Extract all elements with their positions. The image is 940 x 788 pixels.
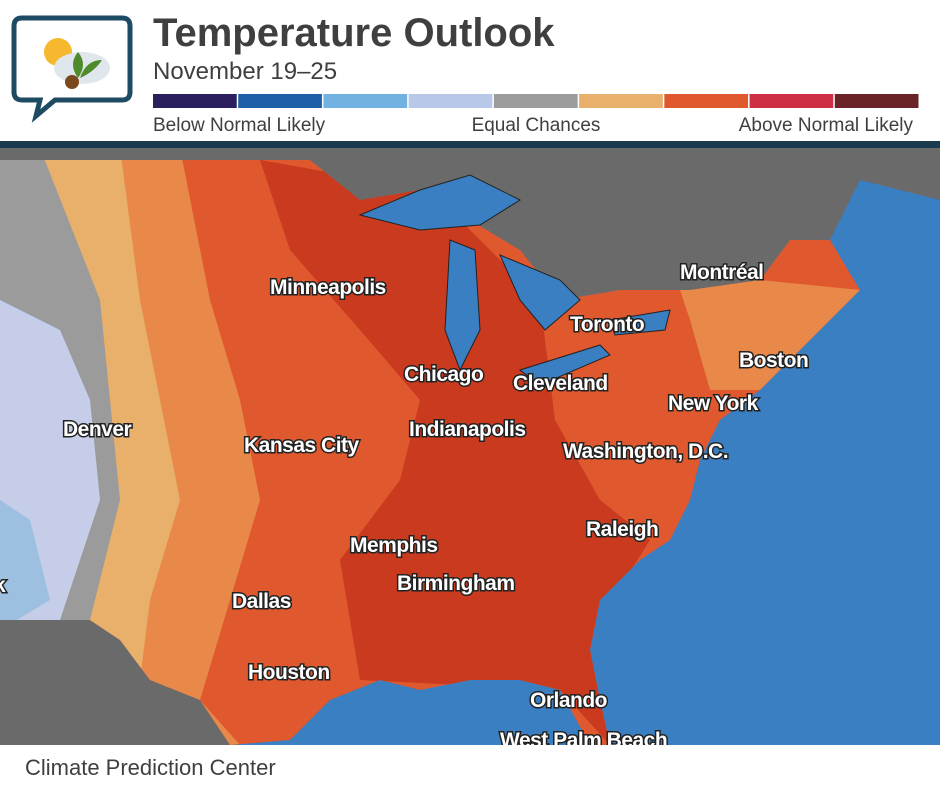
legend-swatch (323, 94, 408, 108)
legend-swatch (408, 94, 493, 108)
city-label: Cleveland (513, 372, 608, 395)
city-label: Denver (63, 418, 132, 441)
legend-label: Above Normal Likely (739, 115, 914, 136)
legend-label: Below Normal Likely (153, 115, 326, 136)
city-label: Toronto (570, 313, 644, 336)
legend-swatch (579, 94, 663, 108)
city-label: Montréal (680, 261, 764, 284)
city-label: Washington, D.C. (563, 440, 728, 463)
city-label: Indianapolis (409, 418, 526, 441)
legend-swatch (749, 94, 834, 108)
legend-swatch (493, 94, 578, 108)
city-label: Minneapolis (270, 276, 386, 299)
legend (153, 94, 919, 108)
subtitle: November 19–25 (153, 58, 337, 85)
city-label: Memphis (350, 534, 438, 557)
source: Climate Prediction Center (25, 755, 276, 780)
city-label: Orlando (530, 689, 607, 712)
city-label: Chicago (404, 363, 483, 386)
city-label: New York (668, 392, 759, 415)
legend-swatch (153, 94, 237, 108)
city-label: k (0, 574, 6, 597)
city-label: West Palm Beach (500, 729, 667, 752)
city-label: Birmingham (397, 572, 515, 595)
city-label: Kansas City (244, 434, 360, 457)
legend-swatch (664, 94, 749, 108)
city-label: Dallas (232, 590, 291, 613)
city-label: Raleigh (586, 518, 658, 541)
legend-label: Equal Chances (472, 115, 601, 136)
city-label: Houston (248, 661, 330, 684)
legend-swatch (238, 94, 322, 108)
logo (11, 15, 133, 123)
divider (0, 141, 940, 148)
city-label: Boston (739, 349, 808, 372)
title: Temperature Outlook (153, 11, 555, 55)
legend-swatch (834, 94, 919, 108)
map: Minneapolis Toronto Montréal Chicago Cle… (0, 148, 940, 752)
